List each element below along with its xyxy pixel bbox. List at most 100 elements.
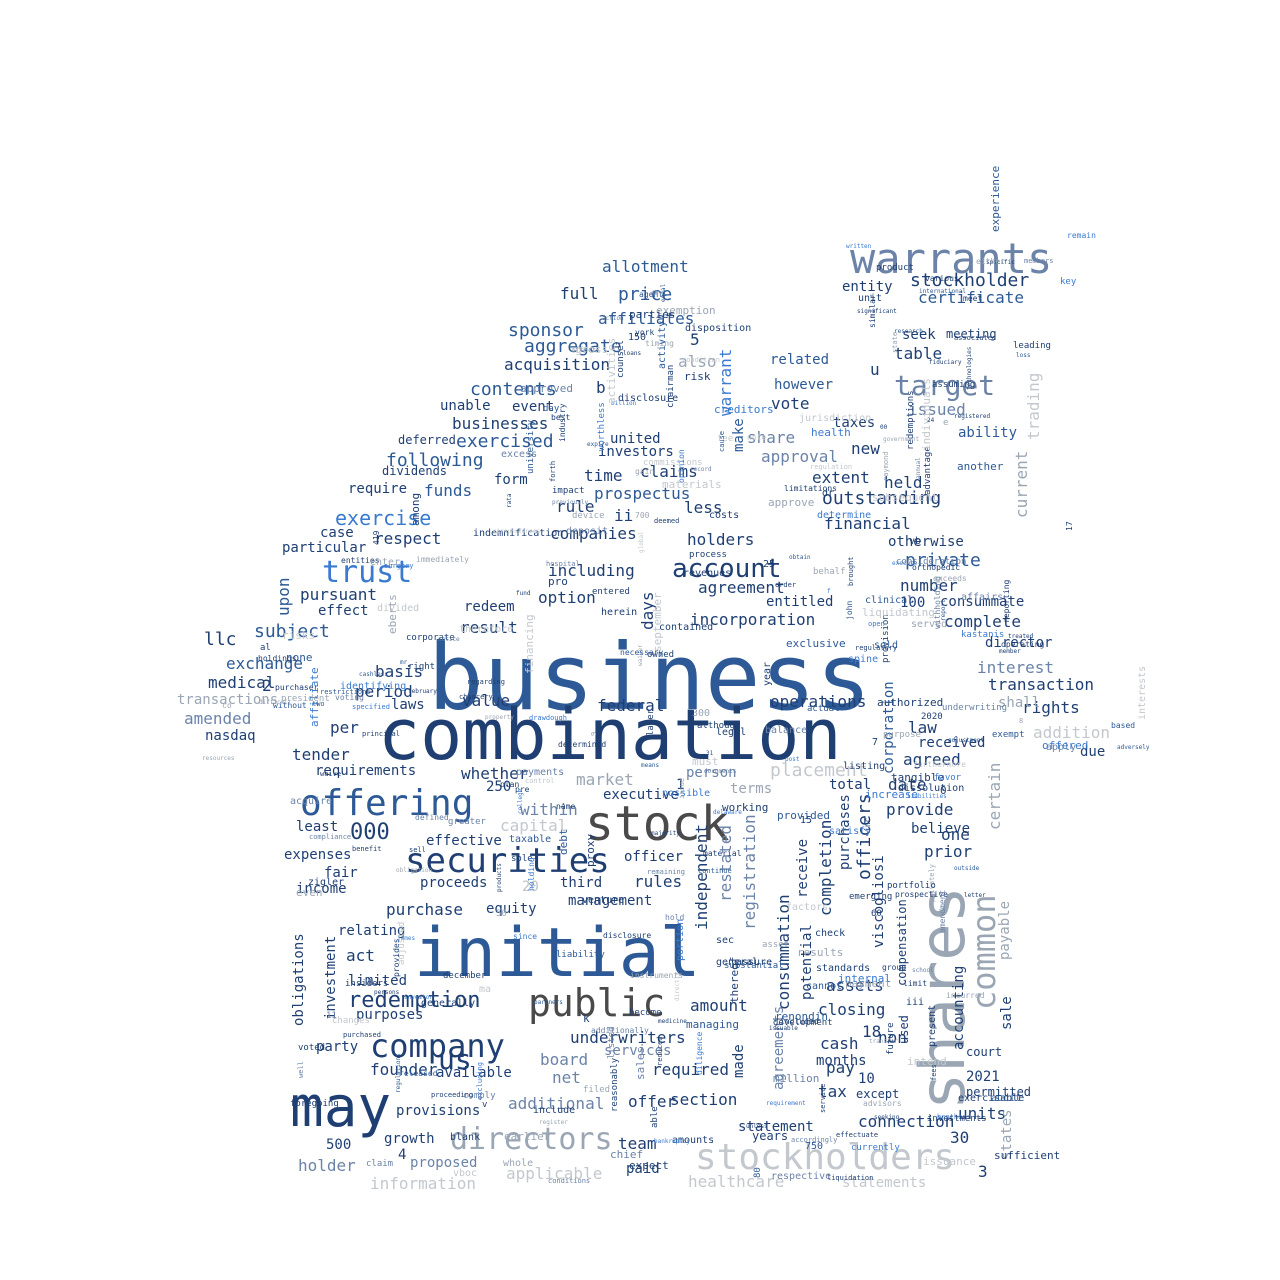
cloud-word: results xyxy=(797,946,844,959)
cloud-word: standards xyxy=(816,963,871,974)
cloud-word: placement xyxy=(770,760,868,781)
cloud-word: operating xyxy=(1001,640,1045,649)
cloud-word: healthcare xyxy=(688,1172,785,1191)
cloud-word: approve xyxy=(768,496,815,509)
cloud-word: foregoing xyxy=(290,1099,339,1109)
cloud-word: right xyxy=(408,662,436,672)
cloud-word: exempt xyxy=(992,730,1025,740)
cloud-word: assuming xyxy=(932,380,976,390)
cloud-word: circumstances xyxy=(493,528,540,535)
cloud-word: board xyxy=(540,1050,589,1069)
cloud-word: related xyxy=(770,352,830,368)
cloud-word: closing xyxy=(818,1000,886,1019)
cloud-word: loans xyxy=(623,350,642,357)
cloud-word: agreement xyxy=(698,578,785,597)
cloud-word: annual xyxy=(915,457,922,479)
cloud-word: units xyxy=(958,1104,1007,1123)
cloud-word: legal xyxy=(716,727,747,738)
cloud-word: non xyxy=(878,1028,907,1047)
cloud-word: treated xyxy=(1008,633,1034,640)
cloud-word: later xyxy=(646,708,656,736)
cloud-word: combination xyxy=(378,694,842,776)
cloud-word: partners xyxy=(534,999,563,1006)
cloud-word: investment xyxy=(323,935,339,1020)
cloud-word: apply xyxy=(1046,742,1077,753)
cloud-word: ma xyxy=(479,984,492,995)
cloud-word: rata xyxy=(506,493,513,508)
cloud-word: relating xyxy=(338,923,406,939)
cloud-word: seek xyxy=(902,327,936,343)
cloud-word: time xyxy=(584,466,623,485)
cloud-word: none xyxy=(286,651,313,664)
cloud-word: option xyxy=(538,588,596,607)
cloud-word: vote xyxy=(771,394,810,413)
cloud-word: share xyxy=(747,428,796,447)
cloud-word: prior xyxy=(924,842,973,861)
cloud-word: restated xyxy=(716,824,735,902)
cloud-word: co xyxy=(222,701,232,710)
cloud-word: advisors xyxy=(863,1099,902,1108)
cloud-word: team xyxy=(618,1134,657,1153)
cloud-word: years xyxy=(752,1129,789,1143)
cloud-word: development xyxy=(773,1018,833,1028)
cloud-word: various xyxy=(925,274,959,283)
cloud-word: applicable xyxy=(506,1164,603,1183)
cloud-word: regulatory xyxy=(855,644,898,652)
cloud-word: 11 xyxy=(326,1011,337,1021)
cloud-word: leading xyxy=(1013,341,1051,351)
cloud-word: principal xyxy=(362,730,400,738)
cloud-word: unit xyxy=(858,293,883,304)
cloud-word: amended xyxy=(184,709,252,728)
cloud-word: dividends xyxy=(382,464,448,478)
cloud-word: tax xyxy=(818,1082,847,1101)
cloud-word: specified xyxy=(352,703,390,711)
cloud-word: associated xyxy=(954,334,997,342)
cloud-word: resources xyxy=(202,755,235,762)
cloud-word: asset xyxy=(762,940,790,950)
cloud-word: owned xyxy=(647,650,675,660)
cloud-word: consummate xyxy=(940,594,1025,610)
cloud-word: shall xyxy=(998,695,1041,711)
cloud-word: global xyxy=(638,531,645,553)
cloud-word: entitled xyxy=(766,594,834,610)
cloud-word: meet xyxy=(963,294,983,303)
cloud-word: 5 xyxy=(690,330,700,349)
cloud-word: included xyxy=(780,1017,819,1026)
cloud-word: v xyxy=(482,1100,488,1110)
cloud-word: register xyxy=(539,1119,568,1126)
cloud-word: provide xyxy=(886,800,954,819)
cloud-word: remaining xyxy=(647,868,685,876)
cloud-word: officer xyxy=(624,849,684,865)
cloud-word: transactions xyxy=(177,692,279,708)
cloud-word: herein xyxy=(601,607,638,618)
cloud-word: issuance xyxy=(923,1155,976,1168)
cloud-word: compliance xyxy=(309,833,352,841)
cloud-word: james xyxy=(397,935,416,942)
cloud-word: voting xyxy=(335,693,364,702)
cloud-word: currently xyxy=(851,1143,900,1153)
cloud-word: 15 xyxy=(800,815,813,826)
cloud-word: previously xyxy=(552,499,589,506)
cloud-word: period xyxy=(355,682,413,701)
cloud-word: liquidation xyxy=(827,1174,874,1182)
cloud-word: two xyxy=(312,700,325,708)
cloud-word: determined xyxy=(558,740,607,749)
cloud-word: well xyxy=(297,1061,305,1078)
cloud-word: majority xyxy=(651,830,680,837)
cloud-word: 7 xyxy=(872,737,879,748)
cloud-word: connection xyxy=(858,1112,955,1131)
cloud-word: u xyxy=(870,360,880,379)
cloud-word: exercise xyxy=(335,506,432,530)
cloud-word: excess xyxy=(501,449,538,460)
cloud-word: necessary xyxy=(620,648,664,657)
cloud-word: changes xyxy=(332,1016,370,1026)
cloud-word: enter xyxy=(370,557,401,568)
cloud-word: equity xyxy=(486,901,537,917)
cloud-word: limited xyxy=(348,973,408,989)
cloud-word: act xyxy=(346,946,375,965)
cloud-word: sufficient xyxy=(994,1149,1061,1162)
cloud-word: per xyxy=(330,718,359,737)
cloud-word: whether xyxy=(461,764,529,783)
cloud-word: open xyxy=(868,620,885,628)
cloud-word: behalf xyxy=(813,567,846,577)
